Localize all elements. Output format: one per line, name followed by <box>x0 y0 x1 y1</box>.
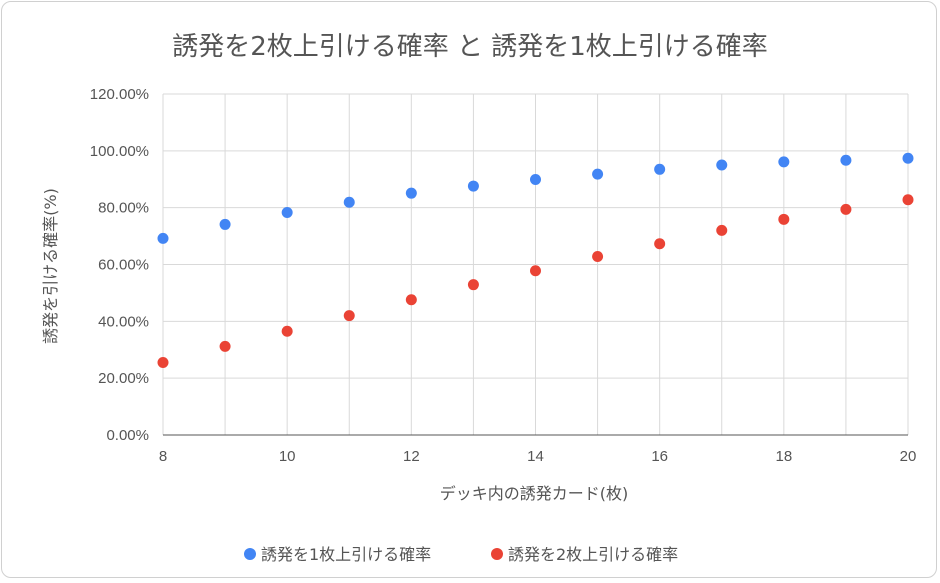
data-point-series-2 <box>219 340 231 352</box>
data-point-series-2 <box>467 279 479 291</box>
data-point-series-2 <box>405 294 417 306</box>
legend-label-series-2: 誘発を2枚上引ける確率 <box>508 545 678 564</box>
data-points <box>157 152 914 369</box>
data-point-series-1 <box>281 206 293 218</box>
chart-title: 誘発を2枚上引ける確率 と 誘発を1枚上引ける確率 <box>172 32 768 62</box>
data-point-series-1 <box>405 187 417 199</box>
data-point-series-2 <box>902 194 914 206</box>
data-point-series-2 <box>654 238 666 250</box>
legend-label-series-1: 誘発を1枚上引ける確率 <box>261 545 431 564</box>
legend: 誘発を1枚上引ける確率 誘発を2枚上引ける確率 <box>244 545 678 564</box>
data-point-series-2 <box>716 224 728 236</box>
y-tick-label: 0.00% <box>106 427 149 444</box>
data-point-series-2 <box>778 213 790 225</box>
data-point-series-1 <box>778 156 790 168</box>
data-point-series-2 <box>157 357 169 369</box>
data-point-series-1 <box>840 154 852 166</box>
data-point-series-1 <box>716 159 728 171</box>
x-tick-label: 16 <box>651 448 668 465</box>
y-tick-label: 60.00% <box>98 257 149 274</box>
data-point-series-2 <box>840 203 852 215</box>
data-point-series-1 <box>467 180 479 192</box>
y-tick-label: 80.00% <box>98 200 149 217</box>
data-point-series-1 <box>902 152 914 164</box>
data-point-series-1 <box>530 174 541 186</box>
x-axis-label: デッキ内の誘発カード(枚) <box>440 484 629 503</box>
grid-lines <box>162 93 909 436</box>
x-tick-label: 12 <box>403 448 420 465</box>
y-tick-label: 120.00% <box>90 86 149 103</box>
data-point-series-1 <box>157 232 169 244</box>
x-tick-label: 8 <box>159 448 167 465</box>
data-point-series-1 <box>219 218 231 230</box>
y-tick-label: 100.00% <box>90 143 149 160</box>
data-point-series-2 <box>530 265 541 277</box>
x-tick-label: 18 <box>775 448 792 465</box>
y-tick-label: 40.00% <box>98 313 149 330</box>
y-axis-label: 誘発を引ける確率(%) <box>41 188 60 344</box>
y-tick-label: 20.00% <box>98 370 149 387</box>
tick-labels: 0.00% 20.00% 40.00% 60.00% 80.00% 100.00% 120.… <box>90 86 917 465</box>
x-tick-label: 20 <box>900 448 917 465</box>
x-tick-label: 14 <box>527 448 544 465</box>
data-point-series-2 <box>592 251 604 263</box>
x-tick-label: 10 <box>279 448 296 465</box>
data-point-series-1 <box>592 168 604 180</box>
legend-marker-series-1 <box>244 548 256 560</box>
data-point-series-1 <box>343 196 355 208</box>
legend-marker-series-2 <box>491 548 503 560</box>
data-point-series-2 <box>281 325 293 337</box>
data-point-series-1 <box>654 163 666 175</box>
data-point-series-2 <box>343 310 355 322</box>
